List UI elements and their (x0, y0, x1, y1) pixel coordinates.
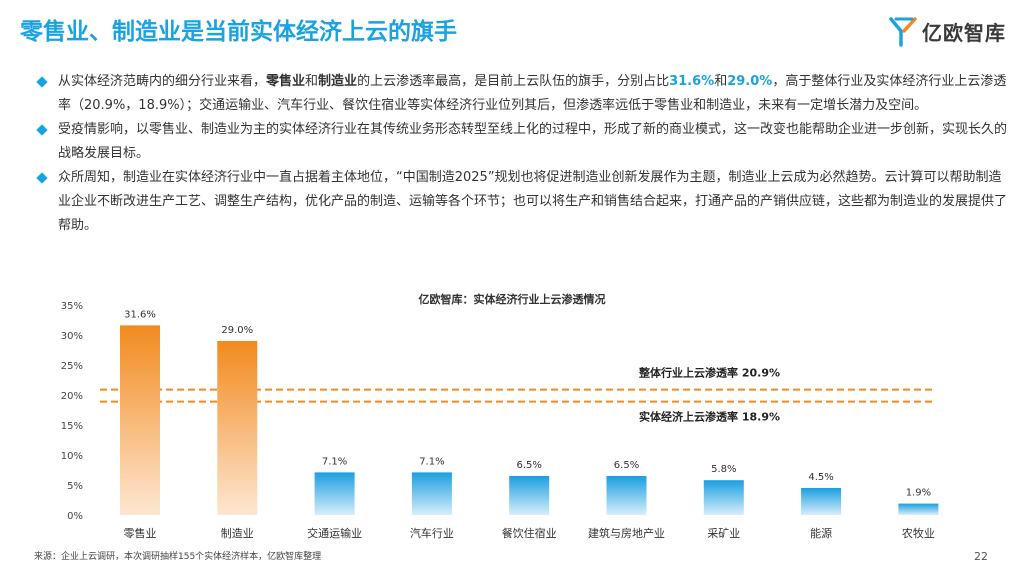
x-axis: 零售业 制造业 交通运输业 汽车行业 餐饮住宿业 建筑与房地产业 采矿业 能源 农牧业 (124, 526, 935, 540)
y-tick-label: 5% (67, 481, 83, 492)
bar (120, 325, 160, 515)
highlight-text: 29.0% (727, 74, 773, 89)
x-category-label: 农牧业 (902, 526, 935, 540)
text-segment: 的上云渗透率最高，是目前上云队伍的旗手，分别占比 (357, 74, 670, 89)
bars: 31.6% 29.0% 7.1% 7.1% 6.5% 6.5% 5.8% 4.5% 1.9% (120, 309, 939, 515)
bar (509, 476, 550, 515)
bar-value-label: 1.9% (906, 488, 931, 499)
bar-value-label: 7.1% (322, 456, 347, 467)
text-segment: 和 (714, 74, 728, 89)
reference-lines: 整体行业上云渗透率 20.9% 实体经济上云渗透率 18.9% (100, 366, 936, 424)
highlight-text: 31.6% (669, 74, 715, 89)
source-note: 来源：企业上云调研，本次调研抽样155个实体经济样本，亿欧智库整理 (34, 552, 322, 562)
bar-chart: 亿欧智库：实体经济行业上云渗透情况 0% 5% 10% 15% 20% 25% 30% 35%… (0, 290, 1024, 550)
text-segment: 众所周知，制造业在实体经济行业中一直占据着主体地位，“中国制造2025”规划也将… (58, 170, 1008, 233)
bar-value-label: 29.0% (221, 325, 253, 336)
bar (217, 341, 258, 515)
bar-value-label: 6.5% (614, 460, 639, 471)
diamond-bullet-icon (36, 124, 48, 136)
text-segment: 和 (305, 74, 319, 89)
y-tick-label: 30% (61, 331, 83, 342)
bullet-item: 众所周知，制造业在实体经济行业中一直占据着主体地位，“中国制造2025”规划也将… (36, 166, 1008, 238)
text-segment: ，高于整体行业及实体经济行业上云渗透率（20.9%，18.9%）；交通运输业、汽… (58, 74, 1007, 113)
bar-value-label: 6.5% (516, 460, 541, 471)
x-category-label: 交通运输业 (307, 526, 362, 540)
y-tick-label: 0% (67, 511, 83, 522)
bullet-text: 从实体经济范畴内的细分行业来看，零售业和制造业的上云渗透率最高，是目前上云队伍的… (58, 74, 1006, 113)
bar (411, 472, 452, 515)
bar-value-label: 5.8% (711, 464, 736, 475)
text-segment: 从实体经济范畴内的细分行业来看， (58, 74, 267, 89)
reference-line-label: 整体行业上云渗透率 20.9% (638, 366, 780, 380)
chart-title: 亿欧智库：实体经济行业上云渗透情况 (419, 292, 606, 306)
bar-value-label: 7.1% (419, 456, 444, 467)
x-category-label: 制造业 (221, 526, 254, 540)
reference-line-label: 实体经济上云渗透率 18.9% (639, 410, 780, 424)
bullet-item: 受疫情影响，以零售业、制造业为主的实体经济行业在其传统业务形态转型至线上化的过程… (36, 118, 1008, 166)
bar (703, 480, 744, 515)
y-tick-label: 15% (61, 421, 83, 432)
x-category-label: 零售业 (124, 526, 157, 540)
x-category-label: 餐饮住宿业 (502, 526, 557, 540)
page-title: 零售业、制造业是当前实体经济上云的旗手 (20, 19, 457, 45)
x-category-label: 采矿业 (707, 527, 740, 540)
bullet-list: 从实体经济范畴内的细分行业来看，零售业和制造业的上云渗透率最高，是目前上云队伍的… (36, 70, 1008, 238)
page-number: 22 (974, 550, 988, 563)
bullet-text: 众所周知，制造业在实体经济行业中一直占据着主体地位，“中国制造2025”规划也将… (58, 170, 1007, 233)
x-category-label: 能源 (810, 526, 832, 540)
bullet-text: 受疫情影响，以零售业、制造业为主的实体经济行业在其传统业务形态转型至线上化的过程… (58, 122, 1007, 161)
chart-svg: 亿欧智库：实体经济行业上云渗透情况 0% 5% 10% 15% 20% 25% 30% 35%… (61, 292, 939, 540)
logo-text: 亿欧智库 (922, 20, 1006, 45)
highlight-text: 零售业 (266, 74, 306, 89)
bar (606, 476, 647, 515)
y-tick-label: 20% (61, 391, 83, 402)
y-tick-label: 10% (61, 451, 83, 462)
bar-value-label: 4.5% (808, 472, 833, 483)
text-segment: 受疫情影响，以零售业、制造业为主的实体经济行业在其传统业务形态转型至线上化的过程… (58, 122, 1008, 161)
diamond-bullet-icon (36, 76, 48, 88)
logo: 亿欧智库 (888, 14, 1006, 48)
x-category-label: 建筑与房地产业 (588, 526, 665, 540)
bullet-item: 从实体经济范畴内的细分行业来看，零售业和制造业的上云渗透率最高，是目前上云队伍的… (36, 70, 1008, 118)
bar-value-label: 31.6% (124, 309, 156, 320)
y-axis: 0% 5% 10% 15% 20% 25% 30% 35% (61, 301, 83, 522)
x-category-label: 汽车行业 (410, 526, 454, 540)
bar (801, 488, 842, 515)
y-tick-label: 35% (61, 301, 83, 312)
highlight-text: 制造业 (318, 74, 358, 89)
diamond-bullet-icon (36, 172, 48, 184)
bar (898, 503, 939, 515)
bar (314, 472, 355, 515)
yiou-logo-icon (888, 15, 918, 47)
y-tick-label: 25% (61, 361, 83, 372)
